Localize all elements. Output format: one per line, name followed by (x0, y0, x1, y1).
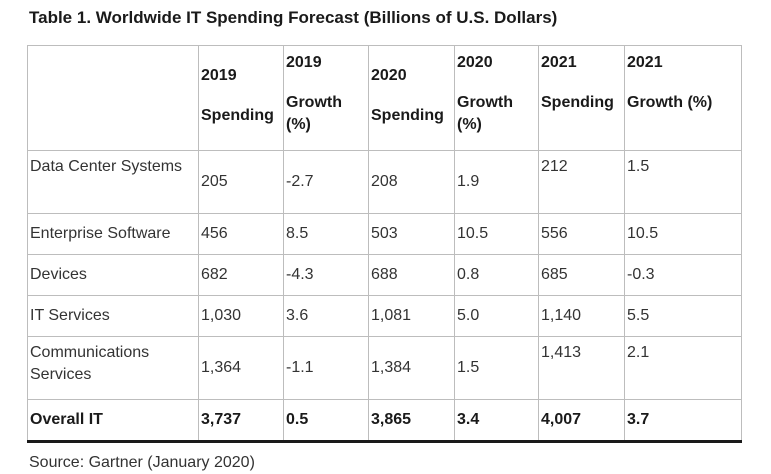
row-label: Communications Services (27, 336, 199, 400)
header-2020-growth: 2020 Growth (%) (454, 45, 539, 151)
source-note: Source: Gartner (January 2020) (29, 454, 255, 471)
cell-2020-growth: 1.5 (454, 336, 539, 400)
table-header-row: 2019 Spending 2019 Growth (%) 2020 Spend… (27, 45, 742, 151)
cell-2021-spending: 4,007 (538, 399, 625, 443)
cell-2020-growth: 10.5 (454, 213, 539, 255)
cell-2021-growth: 10.5 (624, 213, 742, 255)
cell-2019-spending: 456 (198, 213, 284, 255)
header-2021-growth: 2021 Growth (%) (624, 45, 742, 151)
cell-2021-spending: 1,140 (538, 295, 625, 337)
cell-2019-growth: -4.3 (283, 254, 369, 296)
table-row: Enterprise Software 456 8.5 503 10.5 556… (27, 213, 742, 255)
cell-2020-spending: 208 (368, 150, 455, 214)
cell-2021-growth: 1.5 (624, 150, 742, 214)
cell-2020-spending: 3,865 (368, 399, 455, 443)
cell-2019-spending: 682 (198, 254, 284, 296)
cell-2020-spending: 1,081 (368, 295, 455, 337)
table-row: IT Services 1,030 3.6 1,081 5.0 1,140 5.… (27, 295, 742, 337)
cell-2019-growth: 0.5 (283, 399, 369, 443)
header-2019-spending: 2019 Spending (198, 45, 284, 151)
row-label: IT Services (27, 295, 199, 337)
cell-2021-spending: 212 (538, 150, 625, 214)
cell-2020-spending: 503 (368, 213, 455, 255)
row-label: Enterprise Software (27, 213, 199, 255)
table-row: Devices 682 -4.3 688 0.8 685 -0.3 (27, 254, 742, 296)
cell-2021-growth: 5.5 (624, 295, 742, 337)
header-2021-spending: 2021 Spending (538, 45, 625, 151)
cell-2019-growth: 3.6 (283, 295, 369, 337)
cell-2019-growth: -1.1 (283, 336, 369, 400)
cell-2021-spending: 1,413 (538, 336, 625, 400)
cell-2019-growth: -2.7 (283, 150, 369, 214)
cell-2021-growth: 3.7 (624, 399, 742, 443)
table-row-total: Overall IT 3,737 0.5 3,865 3.4 4,007 3.7 (27, 399, 742, 443)
cell-2019-spending: 1,364 (198, 336, 284, 400)
table-row: Communications Services 1,364 -1.1 1,384… (27, 336, 742, 400)
cell-2021-growth: -0.3 (624, 254, 742, 296)
header-2020-spending: 2020 Spending (368, 45, 455, 151)
cell-2020-growth: 0.8 (454, 254, 539, 296)
cell-2021-growth: 2.1 (624, 336, 742, 400)
cell-2019-growth: 8.5 (283, 213, 369, 255)
cell-2020-spending: 688 (368, 254, 455, 296)
table-title: Table 1. Worldwide IT Spending Forecast … (29, 8, 558, 27)
row-label: Data Center Systems (27, 150, 199, 214)
header-cell-empty (27, 45, 199, 151)
cell-2020-growth: 1.9 (454, 150, 539, 214)
header-2019-growth: 2019 Growth (%) (283, 45, 369, 151)
cell-2021-spending: 556 (538, 213, 625, 255)
row-label: Devices (27, 254, 199, 296)
cell-2020-spending: 1,384 (368, 336, 455, 400)
cell-2020-growth: 3.4 (454, 399, 539, 443)
cell-2020-growth: 5.0 (454, 295, 539, 337)
cell-2019-spending: 205 (198, 150, 284, 214)
cell-2019-spending: 3,737 (198, 399, 284, 443)
it-spending-table: 2019 Spending 2019 Growth (%) 2020 Spend… (27, 45, 742, 443)
cell-2019-spending: 1,030 (198, 295, 284, 337)
table-row: Data Center Systems 205 -2.7 208 1.9 212… (27, 150, 742, 214)
cell-2021-spending: 685 (538, 254, 625, 296)
row-label: Overall IT (27, 399, 199, 443)
